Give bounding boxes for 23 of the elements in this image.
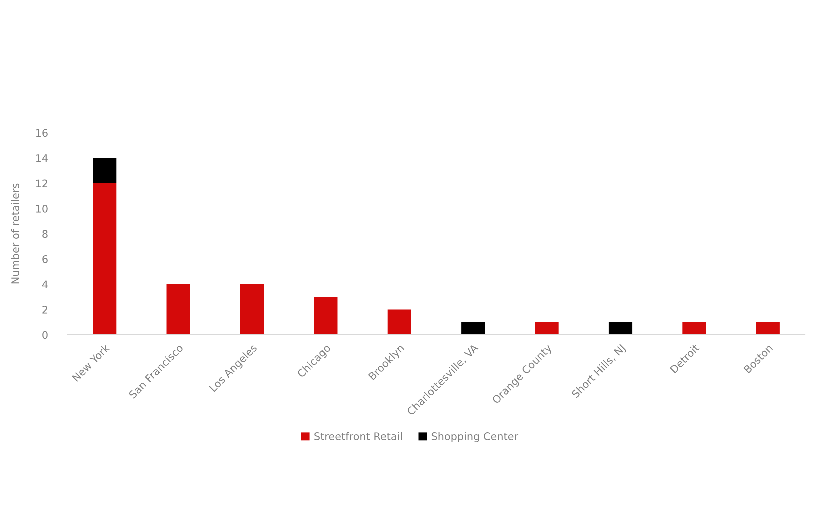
y-tick-label: 16 xyxy=(36,129,48,138)
y-tick-label: 14 xyxy=(36,154,48,162)
bar xyxy=(314,297,338,335)
y-tick-label: 0 xyxy=(42,331,48,340)
y-tick-label: 12 xyxy=(36,180,48,188)
y-tick-label: 10 xyxy=(36,204,48,213)
bar xyxy=(166,284,190,335)
legend-label: Streetfront Retail xyxy=(314,432,402,440)
bar xyxy=(240,284,264,335)
y-axis-title: Number of retailers xyxy=(11,184,20,284)
bar xyxy=(93,158,117,184)
y-tick-label: 4 xyxy=(42,280,48,288)
bar xyxy=(388,310,412,335)
bar xyxy=(756,322,780,335)
bar xyxy=(93,184,117,335)
bar xyxy=(535,322,559,335)
legend-label: Shopping Center xyxy=(432,432,519,442)
y-tick-label: 8 xyxy=(42,230,48,238)
bar xyxy=(462,322,486,335)
y-tick-label: 6 xyxy=(42,255,48,264)
y-tick-label: 2 xyxy=(42,306,48,314)
bar xyxy=(682,322,706,335)
bar xyxy=(608,322,633,335)
